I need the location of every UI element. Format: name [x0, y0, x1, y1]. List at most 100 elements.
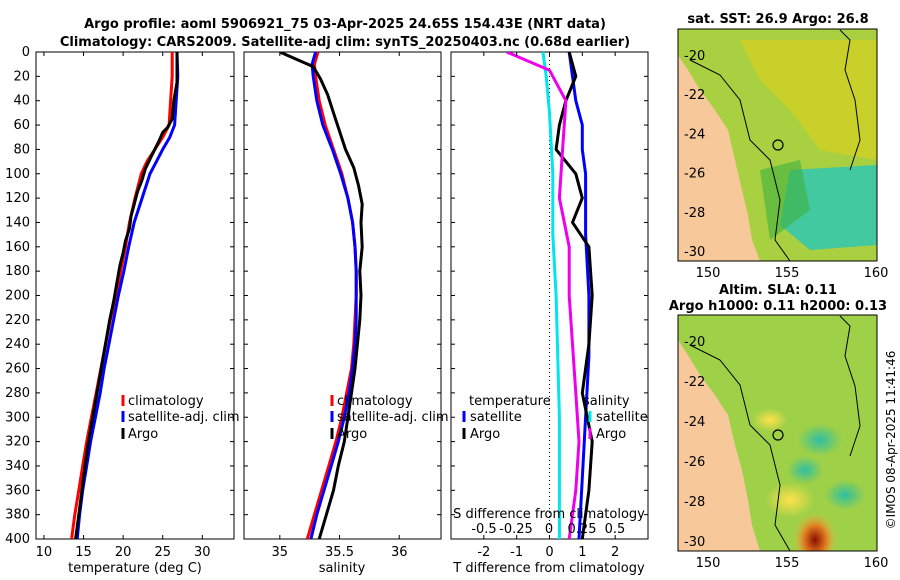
sla-map-axes: 150 155 160 -20 -22 -24 -26 -28 -30 [684, 335, 888, 571]
series-satellite-adj-clim [75, 52, 180, 539]
sst-map [678, 29, 877, 261]
x-tick-label: 20 [115, 545, 132, 560]
x-tick-label: 15 [75, 545, 92, 560]
x-tick-label: 1 [578, 545, 586, 560]
map-lat-label: -30 [684, 245, 705, 260]
map-lat-label: -24 [684, 415, 705, 430]
depth-tick-label: 40 [13, 94, 30, 109]
sla-low-patch [825, 480, 865, 510]
map-lat-label: -20 [684, 49, 705, 64]
legend-label-sal-satellite: satellite [596, 410, 648, 425]
temperature-legend: climatology satellite-adj. clim Argo [121, 394, 240, 442]
depth-tick-label: 160 [5, 240, 30, 255]
series-salinity-argo [506, 52, 581, 539]
series-argo [279, 52, 364, 539]
salinity-legend: climatology satellite-adj. clim Argo [330, 394, 449, 442]
temperature-plot [70, 52, 180, 539]
map-lat-label: -30 [684, 535, 705, 550]
x-tick-label: 36 [391, 545, 408, 560]
x-tick-label: -1 [510, 545, 523, 560]
x-tick-label: 35.5 [325, 545, 354, 560]
sla-map-frame [677, 314, 878, 552]
imos-credit: ©IMOS 08-Apr-2025 11:41:46 [884, 351, 898, 530]
map-lat-label: -26 [684, 167, 705, 182]
map-lon-label: 155 [775, 266, 800, 281]
bathymetry-contour [839, 315, 861, 457]
x-tick-label: 35 [272, 545, 289, 560]
legend-label-temp-satellite: satellite [470, 410, 522, 425]
series-temperature-argo [554, 52, 594, 539]
legend-label-satellite: satellite-adj. clim [128, 410, 240, 425]
depth-tick-label: 280 [5, 386, 30, 401]
depth-tick-label: 380 [5, 508, 30, 523]
depth-tick-label: 120 [5, 191, 30, 206]
difference-legend: temperature satellite Argo salinity sate… [462, 394, 648, 442]
legend-title-salinity: salinity [583, 394, 630, 409]
depth-tick-label: 240 [5, 337, 30, 352]
series-satellite-adj-clim [309, 52, 358, 539]
series-salinity-satellite [541, 52, 561, 539]
s-difference-ticks: -0.5 -0.25 0 0.25 0.5 [471, 522, 625, 537]
series-argo [74, 52, 179, 539]
x-tick-label: 25 [154, 545, 171, 560]
depth-tick-label: 340 [5, 459, 30, 474]
depth-tick-label: 320 [5, 435, 30, 450]
depth-tick-label: 200 [5, 289, 30, 304]
s-tick: -0.5 [471, 522, 496, 537]
map-lon-label: 150 [696, 266, 721, 281]
temperature-xlabel: temperature (deg C) [68, 561, 202, 576]
legend-label-temp-argo: Argo [470, 427, 500, 442]
x-axes: 10 15 20 25 30 35 35.5 36 -2 -1 0 1 2 [36, 52, 619, 560]
map-lat-label: -26 [684, 455, 705, 470]
x-tick-label: 30 [194, 545, 211, 560]
legend-title-temperature: temperature [469, 394, 551, 409]
s-tick: 0.25 [568, 522, 597, 537]
x-tick-label: 10 [36, 545, 53, 560]
sla-map [678, 315, 877, 551]
map-lon-label: 160 [864, 266, 889, 281]
map-lat-label: -24 [684, 127, 705, 142]
salinity-panel-frame [243, 51, 442, 540]
bathymetry-contour [689, 59, 791, 261]
series-temperature-satellite [567, 52, 591, 539]
s-tick: -0.25 [499, 522, 533, 537]
difference-plot [506, 52, 594, 539]
s-tick: 0 [545, 522, 553, 537]
depth-tick-label: 80 [13, 142, 30, 157]
map-lon-label: 160 [864, 556, 889, 571]
s-tick: 0.5 [605, 522, 626, 537]
depth-tick-label: 260 [5, 362, 30, 377]
difference-xlabel: T difference from climatology [452, 561, 645, 576]
depth-tick-label: 140 [5, 215, 30, 230]
argo-location-marker [772, 429, 784, 441]
argo-location-marker [772, 139, 784, 151]
temperature-panel-frame [35, 51, 235, 540]
depth-tick-label: 300 [5, 410, 30, 425]
salinity-xlabel: salinity [319, 561, 366, 576]
depth-tick-label: 360 [5, 483, 30, 498]
sla-low-patch [787, 456, 823, 484]
x-tick-label: 0 [545, 545, 553, 560]
legend-label-climatology: climatology [337, 394, 413, 409]
series-climatology [70, 52, 174, 539]
sst-map-axes: 150 155 160 -20 -22 -24 -26 -28 -30 [684, 49, 888, 281]
legend-label-climatology: climatology [128, 394, 204, 409]
sla-high-patch [765, 482, 815, 518]
map-lat-label: -20 [684, 335, 705, 350]
x-tick-label: 2 [611, 545, 619, 560]
sla-max-patch [793, 512, 837, 551]
legend-label-argo: Argo [337, 427, 367, 442]
title-line-2: Climatology: CARS2009. Satellite-adj cli… [60, 35, 630, 50]
sst-map-frame [677, 28, 878, 262]
bathymetry-contour [839, 29, 861, 171]
legend-label-argo: Argo [128, 427, 158, 442]
title-line-1: Argo profile: aoml 5906921_75 03-Apr-202… [84, 17, 606, 32]
sla-map-subtitle: Argo h1000: 0.11 h2000: 0.13 [669, 299, 887, 314]
depth-tick-label: 180 [5, 264, 30, 279]
sla-high-patch [752, 408, 788, 432]
sla-low-patch [798, 424, 842, 456]
depth-tick-label: 60 [13, 118, 30, 133]
depth-tick-label: 100 [5, 167, 30, 182]
sla-map-title: Altim. SLA: 0.11 [719, 283, 837, 298]
warm-patch [740, 40, 877, 160]
